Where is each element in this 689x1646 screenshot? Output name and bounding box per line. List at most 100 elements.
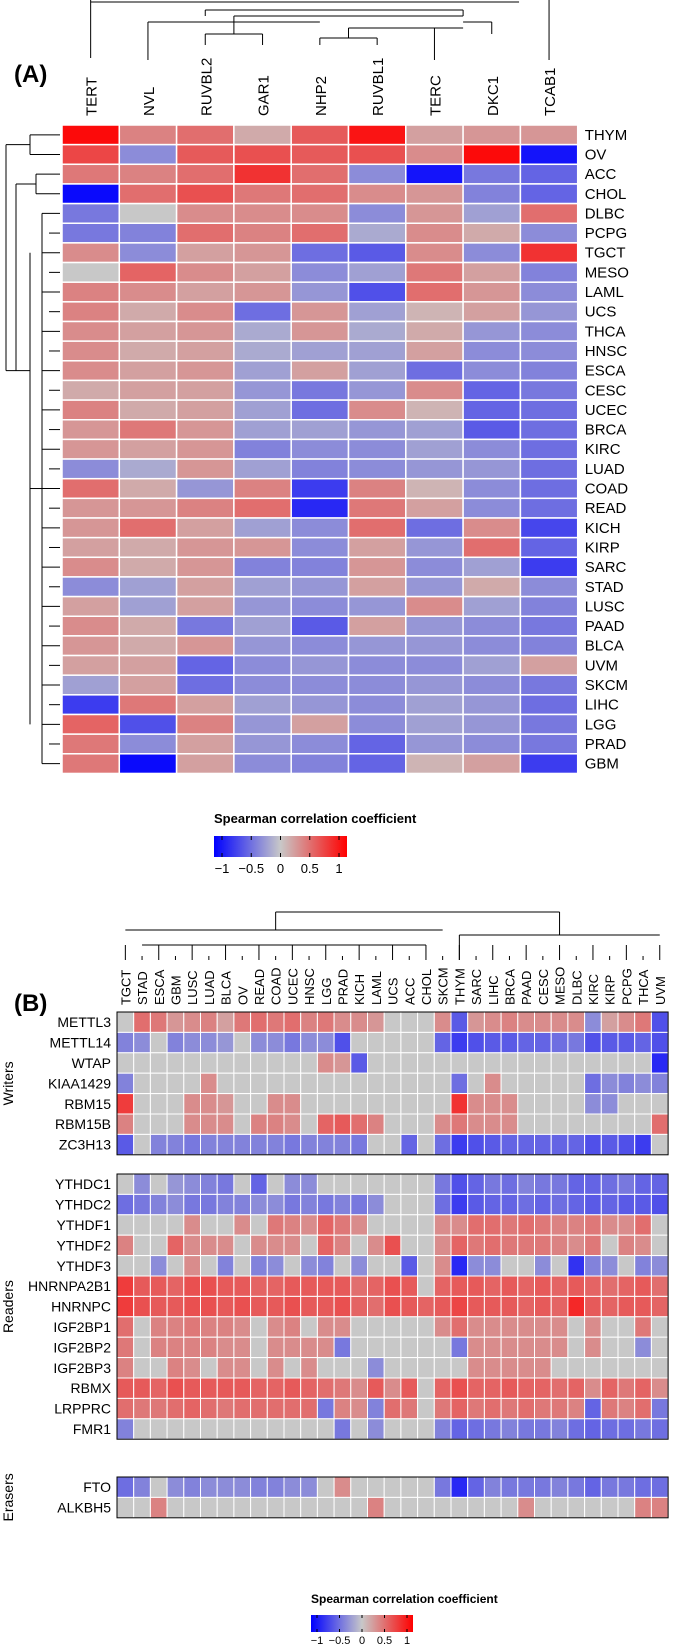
heatmap-cell [567,1031,586,1054]
heatmap-cell [316,1316,335,1338]
heatmap-cell [149,1031,168,1054]
heatmap-cell [462,497,522,519]
heatmap-cell [483,1336,502,1359]
heatmap-cell [650,1072,669,1095]
heatmap-cell [216,1193,235,1216]
heatmap-cell [200,1377,218,1399]
heatmap-cell [175,556,235,578]
heatmap-cell [290,733,350,755]
heatmap-cell [650,1377,669,1399]
heatmap-cell [534,1377,552,1399]
heatmap-cell [61,733,121,755]
heatmap-cell [116,1011,135,1033]
heatmap-cell [534,1173,552,1195]
heatmap-cell [175,615,235,637]
heatmap-cell [405,261,464,283]
heatmap-cell [517,1336,535,1359]
heatmap-cell [200,1275,218,1297]
heatmap-cell [133,1476,151,1498]
heatmap-cell [405,222,464,244]
heatmap-cell [183,1496,202,1519]
heatmap-cell [333,1377,352,1399]
heatmap-cell [233,1336,252,1359]
heatmap-cell [166,1133,185,1156]
heatmap-cell [500,1336,519,1359]
heatmap-cell [433,1234,452,1257]
heatmap-cell [300,1193,318,1216]
heatmap-cell [347,379,407,401]
heatmap-cell [175,379,235,401]
heatmap-cell [467,1133,485,1156]
row-label: YTHDF1 [57,1217,112,1233]
heatmap-cell [216,1397,235,1420]
row-label: PAAD [585,618,625,635]
heatmap-cell [250,1113,268,1135]
heatmap-cell [550,1072,569,1095]
heatmap-cell [584,1275,602,1297]
heatmap-cell [519,517,579,539]
heatmap-cell [634,1357,652,1379]
heatmap-cell [290,281,350,303]
heatmap-cell [400,1031,419,1054]
heatmap-cell [519,301,579,323]
heatmap-cell [534,1275,552,1297]
heatmap-cell [483,1255,502,1277]
heatmap-cell [550,1275,569,1297]
row-label: YTHDC2 [55,1197,111,1213]
heatmap-cell [175,694,235,716]
heatmap-cell [233,1377,252,1399]
heatmap-cell [200,1255,218,1277]
heatmap-cell [233,1193,252,1216]
heatmap-cell [500,1234,519,1257]
heatmap-cell [118,379,178,401]
heatmap-cell [347,202,407,225]
heatmap-cell [634,1193,652,1216]
heatmap-cell [350,1031,368,1054]
heatmap-cell [149,1214,168,1236]
heatmap-cell [519,242,579,264]
heatmap-cell [634,1275,652,1297]
heatmap-cell [383,1316,402,1338]
heatmap-cell [550,1476,569,1498]
heatmap-cell [383,1255,402,1277]
heatmap-cell [133,1336,151,1359]
heatmap-cell [347,615,407,637]
heatmap-cell [450,1275,469,1297]
heatmap-cell [519,438,579,460]
column-label: BRCA [502,969,517,1005]
heatmap-cell [61,143,121,166]
heatmap-cell [133,1418,151,1440]
heatmap-cell [433,1133,452,1156]
heatmap-cell [149,1397,168,1420]
heatmap-cell [290,536,350,559]
column-label: DLBC [569,970,584,1005]
heatmap-cell [233,517,292,539]
heatmap-cell [483,1397,502,1420]
row-label: ESCA [585,363,626,380]
heatmap-cell [283,1113,302,1135]
heatmap-cell [617,1193,636,1216]
row-label: UCEC [585,402,628,419]
heatmap-cell [519,360,579,382]
heatmap-cell [550,1336,569,1359]
heatmap-cell [433,1476,452,1498]
heatmap-cell [166,1295,185,1318]
heatmap-cell [133,1214,151,1236]
heatmap-cell [347,242,407,264]
heatmap-cell [250,1255,268,1277]
heatmap-cell [250,1357,268,1379]
heatmap-cell [467,1052,485,1074]
heatmap-cell [333,1496,352,1519]
heatmap-cell [183,1093,202,1115]
heatmap-cell [400,1476,419,1498]
heatmap-cell [600,1275,619,1297]
heatmap-cell [316,1295,335,1318]
heatmap-cell [183,1255,202,1277]
row-label: THYM [585,127,628,144]
heatmap-cell [61,124,121,146]
heatmap-cell [290,674,350,696]
heatmap-cell [233,556,292,578]
heatmap-cell [519,753,579,775]
heatmap-cell [500,1377,519,1399]
heatmap-cell [400,1336,419,1359]
